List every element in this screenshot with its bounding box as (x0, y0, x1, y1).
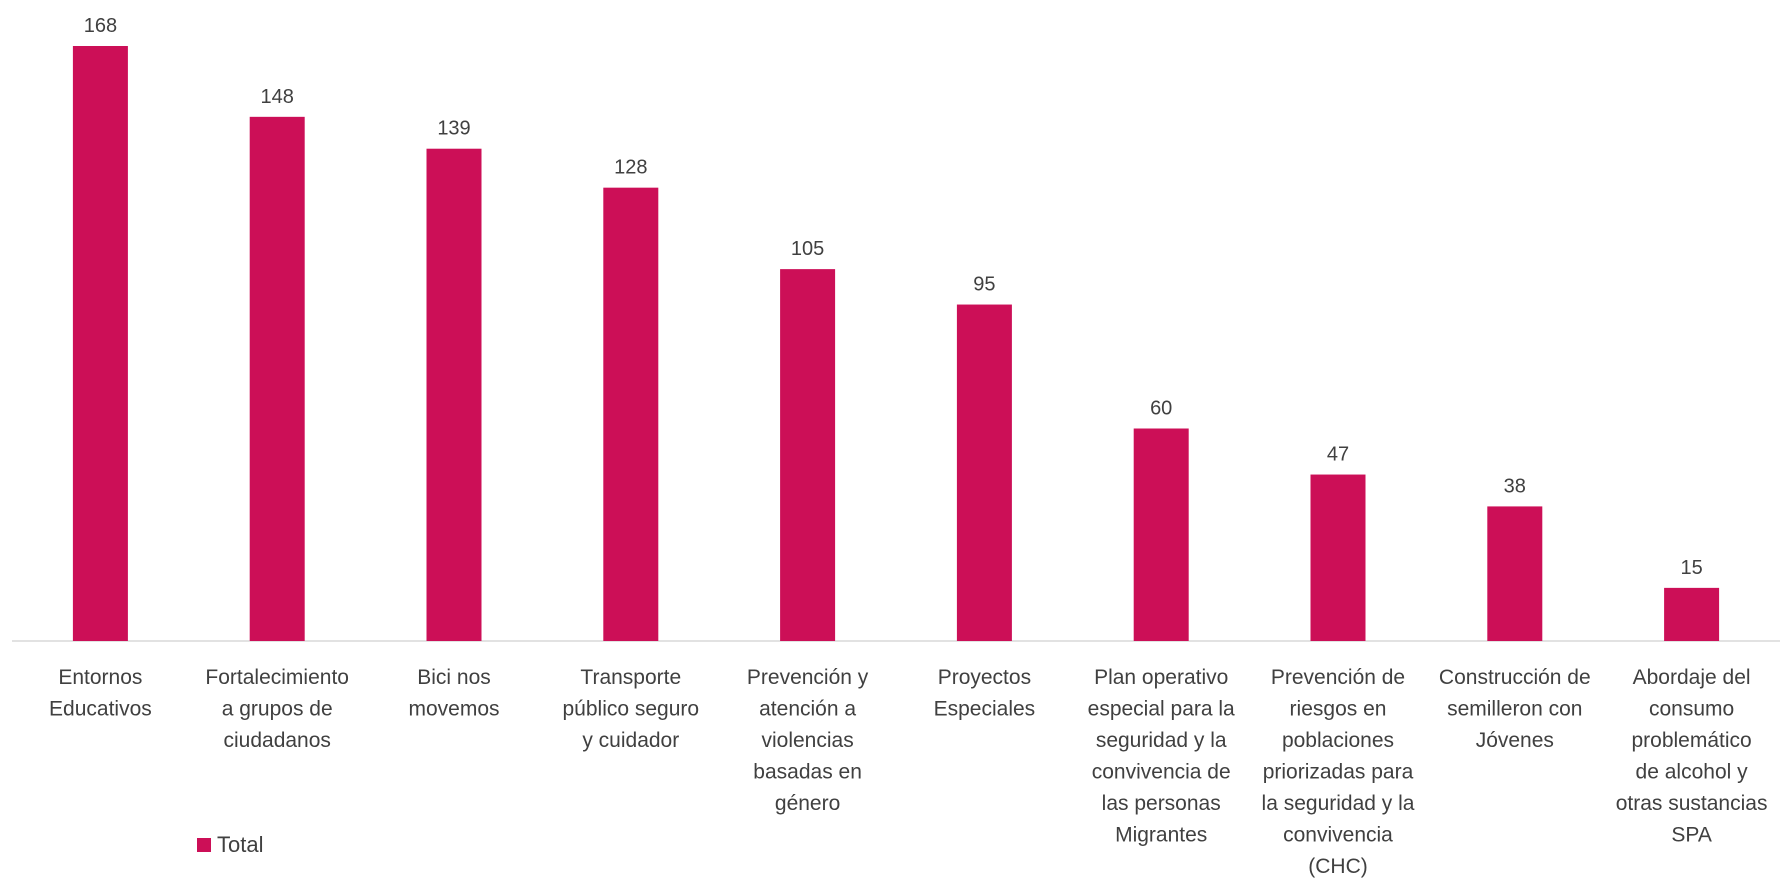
category-label: Abordaje del consumo problemático de alcoho… (1616, 666, 1768, 847)
bar (72, 46, 128, 641)
data-label: 47 (1327, 444, 1349, 466)
category-label: Construcción de semilleron con Jóvenes (1439, 666, 1591, 752)
category-label: Fortalecimiento a grupos de ciudadanos (205, 666, 349, 752)
bar (1310, 474, 1366, 641)
bar (780, 269, 836, 641)
bar (426, 148, 482, 642)
bar (1133, 428, 1189, 641)
category-label: Prevención de riesgos en poblaciones priori… (1262, 666, 1415, 878)
bar (1664, 587, 1720, 641)
data-label: 168 (84, 15, 117, 37)
data-label: 38 (1504, 475, 1526, 497)
category-label: Prevención y atención a violencias basadas … (747, 666, 869, 815)
legend: Total (197, 832, 263, 858)
data-label: 95 (973, 274, 995, 296)
category-label: Plan operativo especial para la seguridad … (1088, 666, 1235, 847)
data-label: 128 (614, 157, 647, 179)
bar (956, 304, 1012, 641)
category-label: Bici nos movemos (408, 666, 499, 721)
data-label: 139 (437, 118, 470, 140)
bar (249, 116, 305, 642)
bar (603, 187, 659, 641)
data-label: 105 (791, 238, 824, 260)
data-label: 60 (1150, 398, 1172, 420)
legend-swatch-total (197, 838, 211, 852)
data-label: 148 (261, 86, 294, 108)
bar (1487, 506, 1543, 641)
legend-label-total: Total (217, 832, 264, 857)
category-label: Entornos Educativos (49, 666, 152, 721)
category-label: Proyectos Especiales (934, 666, 1036, 721)
category-label: Transporte público seguro y cuidador (563, 666, 700, 752)
data-label: 15 (1680, 557, 1702, 579)
